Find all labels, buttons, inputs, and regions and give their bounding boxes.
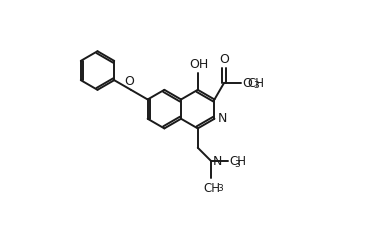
Text: 3: 3 — [253, 81, 259, 90]
Text: O: O — [242, 76, 252, 89]
Text: CH: CH — [229, 154, 246, 167]
Text: 3: 3 — [217, 183, 223, 192]
Text: N: N — [213, 154, 222, 167]
Text: O: O — [220, 53, 230, 66]
Text: N: N — [218, 112, 227, 125]
Text: 3: 3 — [234, 159, 240, 168]
Text: O: O — [125, 75, 135, 88]
Text: CH: CH — [203, 182, 220, 195]
Text: OH: OH — [189, 58, 209, 71]
Text: CH: CH — [248, 76, 265, 89]
